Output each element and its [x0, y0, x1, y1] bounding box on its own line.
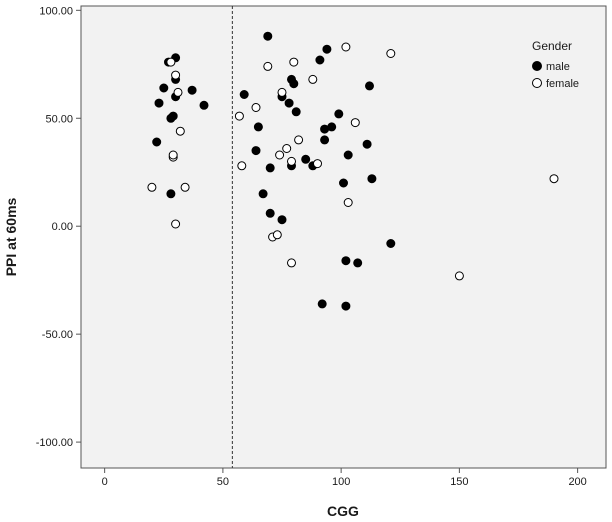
data-point-male: [365, 81, 374, 91]
data-point-male: [289, 79, 299, 89]
data-point-female: [275, 150, 285, 160]
data-point-male: [386, 239, 396, 248]
data-point-female: [234, 111, 244, 121]
data-point-female: [180, 182, 190, 192]
data-point-male: [341, 301, 351, 311]
data-point-male: [320, 135, 330, 145]
data-point-female: [263, 61, 273, 71]
data-point-female: [287, 156, 296, 166]
x-tick-label: 200: [568, 476, 586, 488]
data-point-male: [265, 208, 275, 218]
data-point-female: [237, 161, 247, 171]
y-tick-label: 100.00: [39, 5, 73, 17]
data-point-female: [171, 219, 181, 229]
legend-male-label: male: [546, 61, 570, 73]
data-point-female: [168, 150, 178, 160]
data-point-female: [272, 230, 282, 240]
data-point-male: [251, 146, 261, 156]
legend-female-marker: [532, 78, 542, 88]
data-point-male: [301, 154, 311, 164]
data-point-male: [239, 90, 249, 99]
legend-title: Gender: [532, 39, 572, 53]
data-point-female: [454, 271, 464, 281]
data-point-female: [350, 118, 360, 128]
data-point-male: [199, 100, 209, 110]
plot-area: [80, 5, 607, 469]
data-point-male: [341, 256, 351, 266]
data-point-female: [287, 258, 296, 268]
data-point-male: [152, 137, 162, 147]
data-point-male: [265, 163, 275, 173]
data-point-female: [282, 144, 292, 153]
data-point-male: [327, 122, 337, 132]
data-point-male: [362, 139, 372, 149]
data-point-male: [166, 189, 176, 199]
data-point-male: [168, 111, 178, 121]
data-point-female: [549, 174, 559, 184]
data-point-male: [334, 109, 344, 119]
data-point-male: [291, 107, 301, 117]
data-point-female: [386, 49, 396, 58]
data-point-male: [315, 55, 325, 65]
x-tick-label: 100: [332, 476, 350, 488]
data-point-female: [171, 70, 181, 80]
x-tick-label: 50: [217, 476, 229, 488]
y-tick-label: -100.00: [36, 437, 73, 449]
x-tick-label: 0: [102, 476, 108, 488]
data-point-male: [339, 178, 348, 188]
data-point-male: [353, 258, 363, 268]
data-point-female: [343, 198, 353, 207]
data-point-female: [173, 87, 183, 97]
data-point-female: [308, 74, 318, 84]
legend: Gender male female: [532, 39, 579, 90]
data-point-male: [343, 150, 353, 160]
data-point-male: [284, 98, 294, 108]
data-point-male: [367, 174, 377, 184]
y-axis-title: PPI at 60ms: [3, 197, 19, 276]
data-point-male: [322, 44, 332, 54]
data-point-female: [294, 135, 304, 145]
data-point-female: [341, 42, 351, 52]
x-axis-title: CGG: [327, 503, 359, 519]
data-point-female: [277, 87, 287, 97]
data-point-female: [289, 57, 299, 67]
y-tick-label: 0.00: [52, 221, 73, 233]
data-point-male: [317, 299, 327, 309]
data-point-male: [277, 215, 287, 225]
data-point-male: [187, 85, 197, 95]
data-point-male: [258, 189, 268, 199]
y-tick-label: 50.00: [45, 113, 73, 125]
data-point-female: [147, 182, 157, 192]
legend-male-marker: [532, 61, 542, 71]
data-point-female: [251, 103, 261, 112]
legend-female-label: female: [546, 78, 579, 90]
data-point-male: [253, 122, 263, 132]
data-point-female: [175, 126, 185, 136]
data-point-male: [159, 83, 169, 93]
x-tick-label: 150: [450, 476, 468, 488]
data-point-female: [166, 57, 176, 67]
data-point-female: [313, 159, 322, 169]
y-tick-label: -50.00: [42, 329, 73, 341]
data-point-male: [263, 31, 273, 41]
data-point-male: [154, 98, 164, 108]
